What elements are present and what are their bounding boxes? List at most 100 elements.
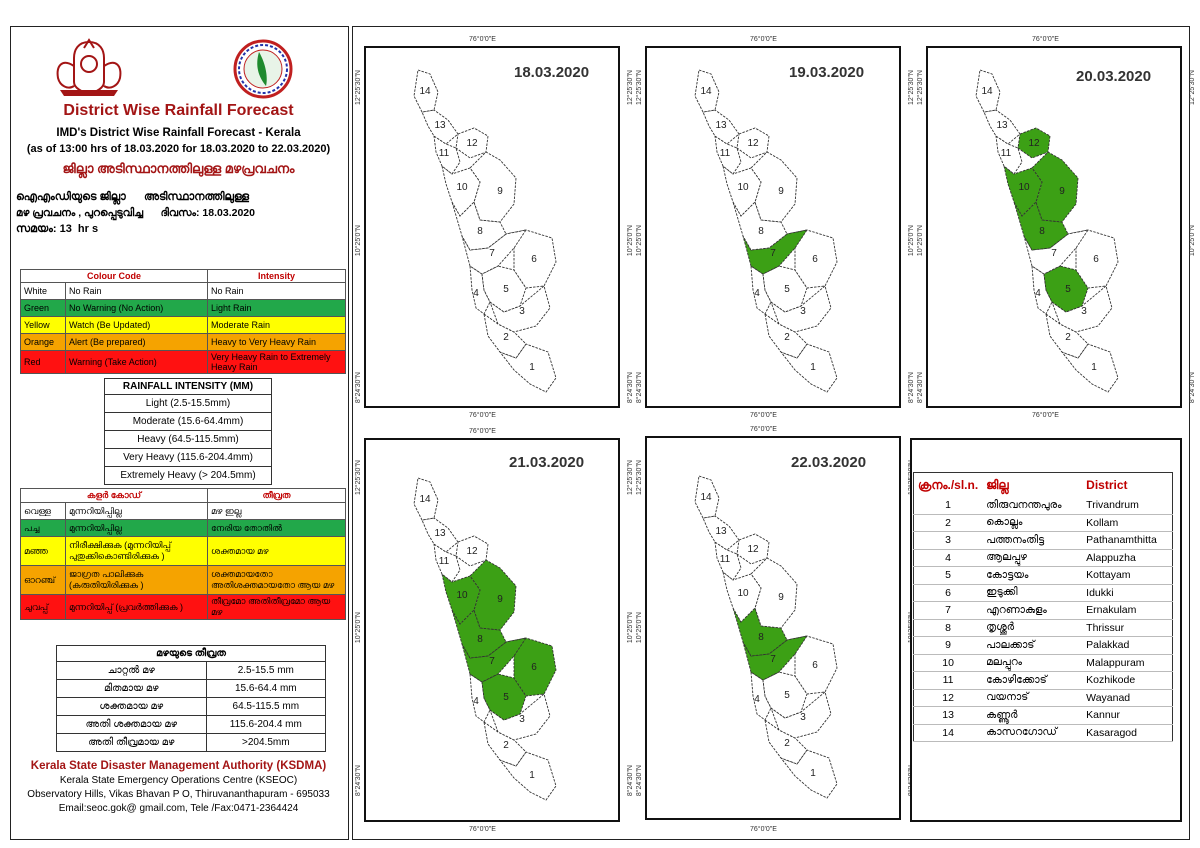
table-row: Light (2.5-15.5mm) <box>104 394 272 413</box>
district-kozhikode-white <box>433 135 461 175</box>
district-number-label: 3 <box>800 306 806 317</box>
district-kottayam-white <box>762 265 808 313</box>
table-row: മിതമായ മഴ 15.6-64.4 mm <box>56 679 327 698</box>
district-number-label: 8 <box>477 634 483 645</box>
district-number-label: 11 <box>1001 148 1012 159</box>
district-number-label: 10 <box>1018 182 1030 193</box>
table-row: Yellow Watch (Be Updated) Moderate Rain <box>20 316 346 334</box>
lat-label: 8°24'30"N <box>636 765 643 797</box>
lat-label: 8°24'30"N <box>1189 372 1196 404</box>
district-ernakulam-green <box>742 635 808 681</box>
rainfall-intensity-table: RAINFALL INTENSITY (MM) Light (2.5-15.5m… <box>104 378 272 485</box>
district-number-label: 9 <box>778 592 784 603</box>
lon-label: 76°0'0"E <box>750 412 777 419</box>
district-number-label: 3 <box>519 714 525 725</box>
district-number-label: 13 <box>434 120 446 131</box>
lat-label: 8°24'30"N <box>908 372 915 404</box>
colour-code-header: Colour Code <box>20 269 208 283</box>
district-ernakulam-green <box>742 229 808 275</box>
table-row: 7 എറണാകുളം Ernakulam <box>913 601 1173 620</box>
table-row: അതി തീവ്രമായ മഴ >204.5mm <box>56 733 327 752</box>
description-ml-line3: സമയം: 13 hr s <box>16 223 99 235</box>
map-date-3: 20.03.2020 <box>1076 68 1152 85</box>
district-number-label: 11 <box>439 556 450 567</box>
lat-label: 12°25'30"N <box>627 460 634 496</box>
table-row: 14 കാസറഗോഡ് Kasaragod <box>913 724 1173 742</box>
district-kasaragod-white <box>413 477 439 521</box>
lat-label: 12°25'30"N <box>636 460 643 496</box>
lat-label: 10°25'0"N <box>636 225 643 257</box>
district-number-label: 13 <box>715 526 727 537</box>
table-row: 10 മലപ്പുറം Malappuram <box>913 654 1173 672</box>
footer-centre: Kerala State Emergency Operations Centre… <box>59 775 298 786</box>
lat-label: 8°24'30"N <box>627 765 634 797</box>
table-row: ശക്തമായ മഴ 64.5-115.5 mm <box>56 697 327 716</box>
district-number-label: 9 <box>497 186 503 197</box>
colour-code-table-ml: കളർ കോഡ് തീവ്രത വെള്ള മുന്നറിയിപ്പില്ല മ… <box>20 488 346 620</box>
lat-label: 12°25'30"N <box>355 70 362 106</box>
district-number-label: 4 <box>473 288 479 299</box>
district-number-label: 8 <box>1039 226 1045 237</box>
district-kasaragod-white <box>694 69 720 113</box>
district-kozhikode-white <box>433 543 461 583</box>
table-row: Heavy (64.5-115.5mm) <box>104 430 272 449</box>
district-number-label: 7 <box>770 248 776 259</box>
district-kottayam-white <box>762 671 808 719</box>
table-row: 2 കൊല്ലം Kollam <box>913 514 1173 532</box>
colour-code-table: Colour Code Intensity White No Rain No R… <box>20 269 346 374</box>
lat-label: 10°25'0"N <box>917 225 924 257</box>
district-number-label: 10 <box>456 182 468 193</box>
district-number-label: 9 <box>778 186 784 197</box>
table-row: മഞ്ഞ നിരീക്ഷിക്കുക (മുന്നറിയിപ്പ് പുതുക്… <box>20 536 346 566</box>
district-number-label: 4 <box>473 696 479 707</box>
description-ml-line1: ഐഎംഡിയുടെ ജില്ലാ അടിസ്ഥാനത്തിലുള്ള <box>16 191 250 203</box>
district-number-label: 6 <box>531 254 537 265</box>
district-wayanad-white <box>736 533 770 565</box>
district-kottayam-green <box>1043 265 1089 313</box>
district-kottayam-green <box>481 673 527 721</box>
lat-label: 10°25'0"N <box>627 612 634 644</box>
district-kozhikode-white <box>714 135 742 175</box>
district-number-label: 8 <box>758 632 764 643</box>
page-title: District Wise Rainfall Forecast <box>63 102 294 119</box>
lat-label: 10°25'0"N <box>636 612 643 644</box>
district-number-label: 2 <box>503 740 509 751</box>
map-date-5: 22.03.2020 <box>791 454 867 471</box>
district-number-label: 4 <box>754 694 760 705</box>
district-number-label: 14 <box>419 494 431 505</box>
district-number-label: 7 <box>489 656 495 667</box>
district-ernakulam-white <box>461 229 527 275</box>
district-malappuram-white <box>441 164 481 217</box>
district-number-label: 7 <box>770 654 776 665</box>
lat-label: 8°24'30"N <box>627 372 634 404</box>
table-row: അതി ശക്തമായ മഴ 115.6-204.4 mm <box>56 715 327 734</box>
district-number-label: 14 <box>419 86 431 97</box>
district-number-label: 4 <box>1035 288 1041 299</box>
district-number-label: 1 <box>810 362 816 373</box>
lat-label: 10°25'0"N <box>355 612 362 644</box>
issued-line: (as of 13:00 hrs of 18.03.2020 for 18.03… <box>26 143 331 155</box>
colour-code-header-ml: കളർ കോഡ് <box>20 488 208 503</box>
district-number-label: 13 <box>434 528 446 539</box>
lat-label: 12°25'30"N <box>636 70 643 106</box>
district-number-label: 12 <box>1028 138 1040 149</box>
map-date-4: 21.03.2020 <box>509 454 585 471</box>
map-date-2: 19.03.2020 <box>789 64 865 81</box>
district-number-label: 5 <box>1065 284 1071 295</box>
table-row: 8 തൃശ്ശൂർ Thrissur <box>913 619 1173 637</box>
district-number-label: 11 <box>439 148 450 159</box>
district-number-label: 10 <box>737 588 749 599</box>
district-number-label: 14 <box>981 86 993 97</box>
district-number-label: 2 <box>784 738 790 749</box>
district-malappuram-white <box>722 570 762 623</box>
district-malappuram-green <box>1003 164 1043 217</box>
table-row: Green No Warning (No Action) Light Rain <box>20 299 346 317</box>
table-row: ചാറ്റൽ മഴ 2.5-15.5 mm <box>56 661 327 680</box>
district-number-label: 12 <box>747 138 759 149</box>
district-malappuram-green <box>441 572 481 625</box>
district-number-label: 2 <box>784 332 790 343</box>
table-row: 9 പാലക്കാട് Palakkad <box>913 636 1173 655</box>
